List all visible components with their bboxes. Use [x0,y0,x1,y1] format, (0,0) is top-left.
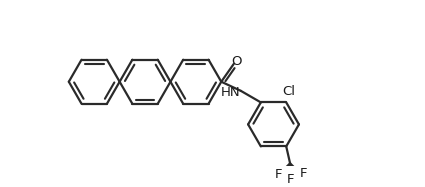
Text: HN: HN [221,86,240,99]
Text: F: F [287,173,295,186]
Text: F: F [300,167,307,180]
Text: Cl: Cl [282,85,295,98]
Text: O: O [232,55,242,68]
Text: F: F [275,168,282,181]
